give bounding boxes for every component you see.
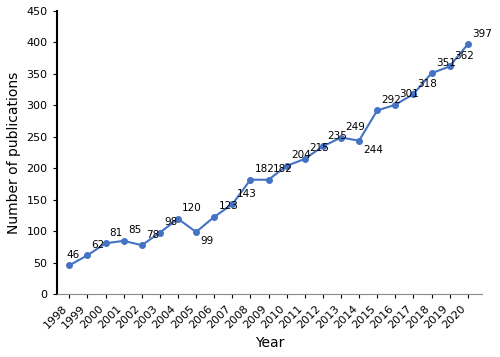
Text: 244: 244 bbox=[363, 145, 383, 155]
Text: 81: 81 bbox=[110, 228, 123, 238]
Text: 215: 215 bbox=[309, 144, 329, 154]
Text: 62: 62 bbox=[92, 240, 105, 250]
Text: 120: 120 bbox=[182, 203, 202, 213]
Text: 249: 249 bbox=[345, 122, 365, 132]
Text: 98: 98 bbox=[164, 217, 177, 227]
Text: 46: 46 bbox=[66, 250, 80, 260]
Text: 85: 85 bbox=[128, 225, 141, 235]
Text: 143: 143 bbox=[236, 189, 256, 199]
Text: 318: 318 bbox=[418, 79, 438, 89]
Text: 351: 351 bbox=[436, 58, 456, 68]
Text: 362: 362 bbox=[454, 51, 473, 61]
Text: 99: 99 bbox=[200, 236, 213, 246]
X-axis label: Year: Year bbox=[254, 336, 284, 350]
Y-axis label: Number of publications: Number of publications bbox=[7, 71, 21, 234]
Text: 235: 235 bbox=[327, 131, 347, 141]
Text: 123: 123 bbox=[218, 201, 238, 211]
Text: 292: 292 bbox=[382, 95, 401, 105]
Text: 78: 78 bbox=[146, 230, 159, 240]
Text: 204: 204 bbox=[291, 150, 310, 160]
Text: 397: 397 bbox=[472, 29, 492, 39]
Text: 182: 182 bbox=[254, 164, 274, 174]
Text: 301: 301 bbox=[400, 89, 419, 99]
Text: 182: 182 bbox=[272, 164, 292, 174]
